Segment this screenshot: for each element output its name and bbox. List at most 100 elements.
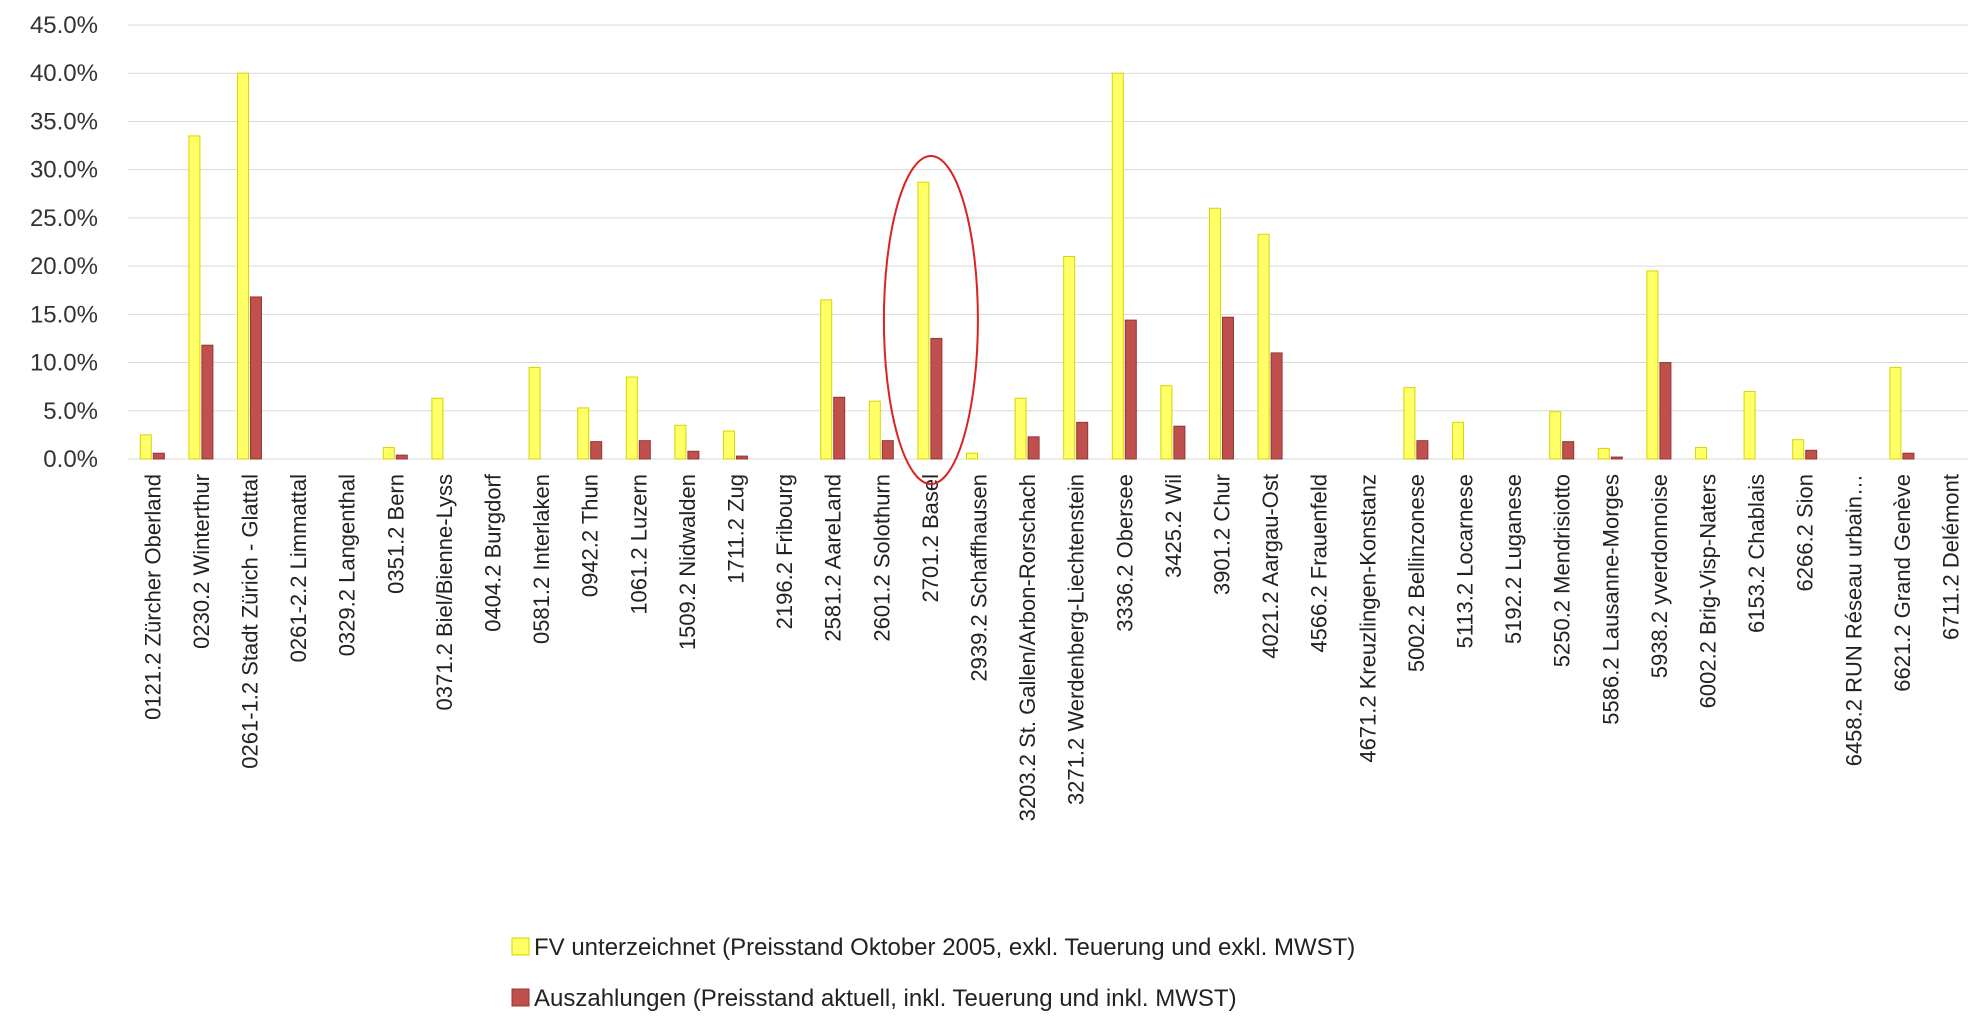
x-tick-label: 0261-2.2 Limmattal: [286, 474, 311, 662]
y-tick-label: 30.0%: [30, 157, 98, 184]
x-tick-label: 0121.2 Zürcher Oberland: [140, 474, 165, 720]
y-axis: 0.0% 5.0% 10.0% 15.0% 20.0% 25.0% 30.0% 35.0% 40…: [30, 12, 98, 473]
y-tick-label: 40.0%: [30, 60, 98, 87]
x-axis: 0121.2 Zürcher Oberland 0230.2 Winterthur…: [140, 473, 1963, 821]
x-tick-label: 3425.2 Wil: [1161, 474, 1186, 578]
x-tick-label: 0261-1.2 Stadt Zürich - Glattal: [238, 474, 263, 769]
x-tick-label: 2939.2 Schaffhausen: [967, 474, 992, 682]
bar-series-2: [881, 440, 894, 460]
bar-series-2: [590, 441, 603, 460]
bar-series-1: [1646, 270, 1659, 460]
bar-series-1: [1160, 385, 1173, 460]
bar-series-2: [250, 296, 262, 460]
bar-series-2: [1027, 436, 1040, 460]
bar-series-2: [833, 396, 846, 460]
x-tick-label: 3336.2 Obersee: [1112, 474, 1137, 632]
x-tick-label: 6711.2 Delémont: [1939, 474, 1964, 640]
bar-series-2: [1610, 456, 1623, 460]
bar-series-2: [1805, 449, 1818, 460]
bar-series-2: [201, 344, 214, 460]
y-tick-label: 0.0%: [43, 446, 98, 473]
bar-series-2: [1562, 441, 1575, 460]
bar-series-1: [1403, 387, 1416, 460]
x-tick-label: 6002.2 Brig-Visp-Naters: [1696, 474, 1721, 708]
x-tick-label: 3271.2 Werdenberg-Liechtenstein: [1064, 474, 1089, 805]
x-tick-label: 5938.2 yverdonnoise: [1647, 474, 1672, 678]
bar-series-2: [1124, 319, 1137, 460]
x-tick-label: 5113.2 Locarnese: [1453, 474, 1478, 649]
y-tick-label: 20.0%: [30, 253, 98, 280]
legend-swatch-series-2: [511, 988, 530, 1007]
bars: [139, 72, 1915, 460]
x-tick-label: 5002.2 Bellinzonese: [1404, 474, 1429, 672]
bar-series-2: [1173, 425, 1186, 460]
bar-series-2: [1222, 316, 1234, 460]
bar-series-2: [1659, 362, 1672, 460]
bar-series-1: [625, 376, 638, 460]
y-tick-label: 45.0%: [30, 12, 98, 39]
x-tick-label: 2601.2 Solothurn: [869, 474, 894, 642]
x-tick-label: 0329.2 Langenthal: [335, 474, 360, 656]
y-tick-label: 25.0%: [30, 205, 98, 232]
bar-series-1: [723, 430, 735, 460]
legend: FV unterzeichnet (Preisstand Oktober 200…: [511, 934, 1355, 1012]
bar-series-2: [1902, 452, 1915, 460]
x-tick-label: 5250.2 Mendrisiotto: [1550, 474, 1575, 667]
x-tick-label: 5192.2 Luganese: [1501, 474, 1526, 644]
x-tick-label: 3203.2 St. Gallen/Arbon-Rorschach: [1015, 474, 1040, 821]
bar-series-1: [1695, 446, 1707, 460]
x-tick-label: 0230.2 Winterthur: [189, 474, 214, 649]
bar-series-1: [577, 407, 590, 460]
annotation: [882, 155, 979, 485]
x-tick-label: 4021.2 Aargau-Ost: [1258, 474, 1283, 659]
bar-series-1: [1549, 411, 1562, 460]
bar-series-1: [917, 181, 930, 460]
x-tick-label: 2196.2 Fribourg: [772, 474, 797, 629]
bar-series-1: [188, 135, 201, 460]
x-tick-label: 0404.2 Burgdorf: [481, 473, 506, 632]
bar-series-1: [1209, 207, 1221, 460]
x-tick-label: 4671.2 Kreuzlingen-Konstanz: [1355, 474, 1380, 763]
x-tick-label: 5586.2 Lausanne-Morges: [1598, 474, 1623, 725]
bar-series-2: [1270, 352, 1283, 460]
bar-series-2: [1416, 440, 1429, 460]
y-tick-label: 5.0%: [43, 398, 98, 425]
y-tick-label: 35.0%: [30, 108, 98, 135]
bar-series-1: [1889, 366, 1902, 460]
bar-series-1: [1111, 72, 1124, 460]
bar-series-2: [687, 450, 700, 460]
x-tick-label: 1509.2 Nidwalden: [675, 474, 700, 650]
legend-swatch-series-1: [511, 937, 530, 956]
gridlines: [128, 24, 1968, 460]
x-tick-label: 4566.2 Frauenfeld: [1307, 474, 1332, 653]
x-tick-label: 0942.2 Thun: [578, 474, 603, 597]
bar-series-1: [1597, 447, 1610, 460]
bar-series-1: [431, 397, 444, 460]
legend-label-series-1: FV unterzeichnet (Preisstand Oktober 200…: [534, 934, 1355, 961]
bar-series-1: [966, 452, 978, 460]
highlight-ellipse: [882, 155, 979, 485]
x-tick-label: 1061.2 Luzern: [626, 474, 651, 615]
x-tick-label: 1711.2 Zug: [724, 474, 749, 584]
y-tick-label: 10.0%: [30, 350, 98, 377]
bar-series-2: [395, 454, 408, 460]
x-tick-label: 0371.2 Biel/Bienne-Lyss: [432, 474, 457, 710]
bar-series-1: [1452, 421, 1464, 460]
bar-series-1: [820, 299, 833, 460]
legend-label-series-2: Auszahlungen (Preisstand aktuell, inkl. …: [534, 985, 1237, 1012]
bar-series-1: [382, 446, 395, 460]
x-tick-label: 6153.2 Chablais: [1744, 474, 1769, 633]
bar-series-1: [1792, 439, 1805, 460]
x-tick-label: 2581.2 AareLand: [821, 474, 846, 642]
bar-series-2: [736, 455, 748, 460]
y-tick-label: 15.0%: [30, 301, 98, 328]
bar-series-1: [674, 424, 687, 460]
bar-series-1: [1743, 390, 1756, 460]
x-tick-label: 6266.2 Sion: [1793, 474, 1818, 591]
bar-series-1: [1257, 233, 1270, 460]
x-tick-label: 2701.2 Basel: [918, 474, 943, 602]
x-tick-label: 0581.2 Interlaken: [529, 474, 554, 644]
x-tick-label: 0351.2 Bern: [383, 474, 408, 594]
bar-series-1: [139, 434, 152, 460]
